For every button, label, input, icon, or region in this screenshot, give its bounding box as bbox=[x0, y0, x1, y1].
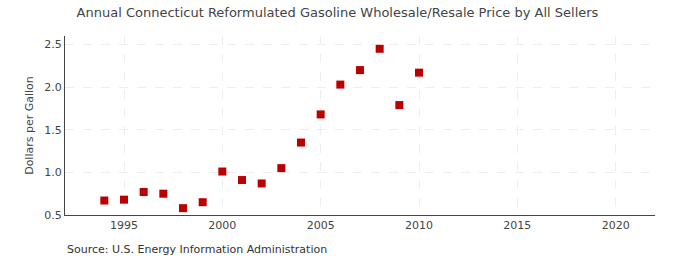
svg-text:2020: 2020 bbox=[602, 219, 630, 232]
svg-text:2000: 2000 bbox=[208, 219, 236, 232]
svg-text:2010: 2010 bbox=[405, 219, 433, 232]
svg-text:Dollars per Gallon: Dollars per Gallon bbox=[23, 76, 36, 175]
svg-text:0.5: 0.5 bbox=[44, 209, 62, 222]
svg-text:2.0: 2.0 bbox=[44, 81, 62, 94]
svg-text:1995: 1995 bbox=[110, 219, 138, 232]
svg-text:2.5: 2.5 bbox=[44, 38, 62, 51]
svg-text:1.5: 1.5 bbox=[44, 124, 62, 137]
svg-text:Annual Connecticut Reformulate: Annual Connecticut Reformulated Gasoline… bbox=[77, 5, 599, 20]
svg-text:1.0: 1.0 bbox=[44, 166, 62, 179]
svg-text:Source: U.S. Energy Informatio: Source: U.S. Energy Information Administ… bbox=[67, 243, 327, 256]
svg-text:2015: 2015 bbox=[503, 219, 531, 232]
svg-text:2005: 2005 bbox=[307, 219, 335, 232]
